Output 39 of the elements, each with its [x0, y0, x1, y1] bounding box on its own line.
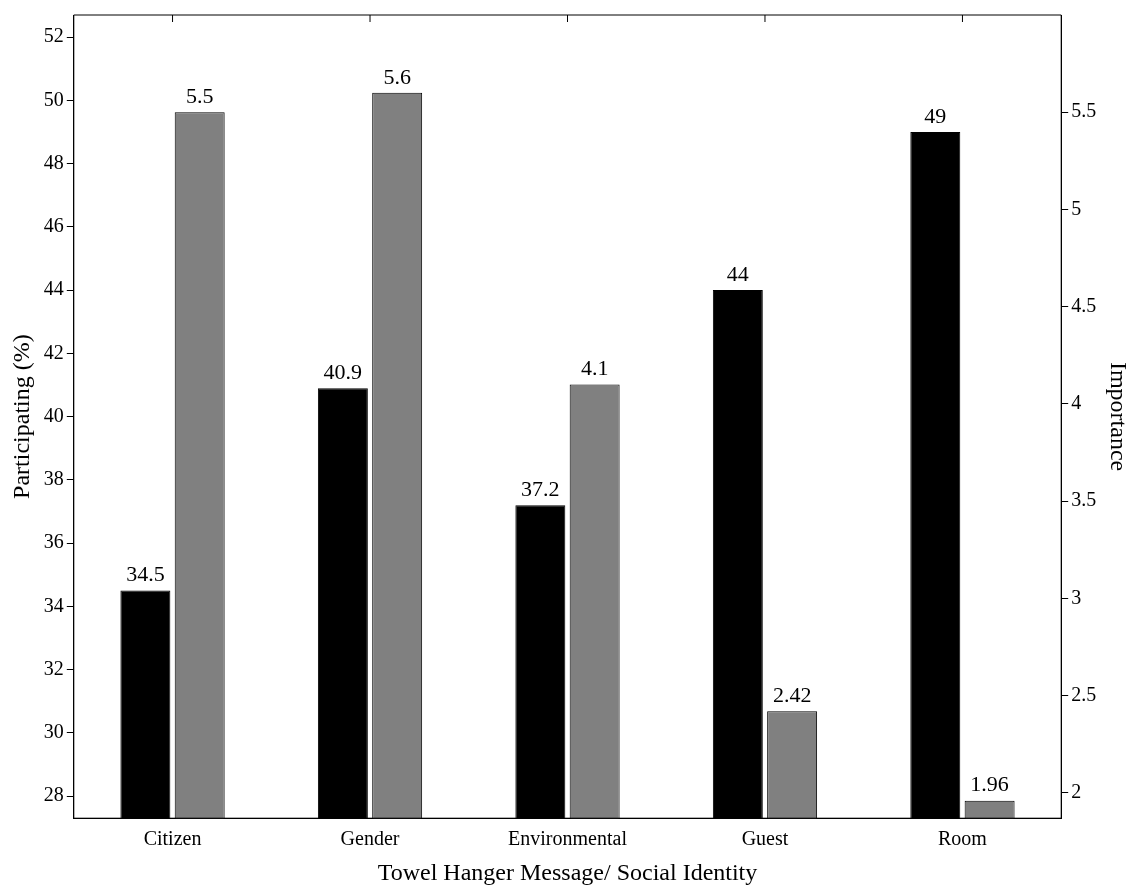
y-tick-label: 44 [43, 277, 64, 300]
x-tick-label: Gender [340, 827, 400, 850]
y2-tick-label: 5.5 [1071, 99, 1097, 122]
data-label: 44 [726, 260, 749, 286]
y2-tick-label: 4.5 [1071, 293, 1097, 316]
y2-tick-label: 5 [1071, 196, 1082, 219]
x-tick-label: Citizen [143, 827, 202, 850]
data-label: 4.1 [580, 355, 609, 381]
data-label: 5.5 [185, 83, 214, 109]
y2-tick-label: 2 [1071, 780, 1082, 803]
y2-tick-label: 4 [1071, 391, 1082, 414]
y-tick-label: 50 [43, 87, 64, 110]
y2-tick-label: 3 [1071, 585, 1082, 608]
y-tick-label: 32 [43, 656, 64, 679]
data-label: 40.9 [323, 358, 363, 384]
y-tick-label: 42 [43, 340, 64, 363]
y2-axis-title: Importance [1106, 361, 1133, 472]
data-label: 5.6 [383, 63, 411, 89]
data-label: 34.5 [126, 561, 165, 587]
y-tick-label: 48 [43, 150, 64, 173]
x-axis-title: Towel Hanger Message/ Social Identity [377, 858, 758, 885]
y-tick-label: 36 [43, 530, 64, 553]
y-tick-label: 52 [43, 24, 64, 47]
y-tick-label: 40 [43, 403, 64, 426]
y-tick-label: 34 [43, 593, 64, 616]
y-tick-label: 46 [43, 214, 64, 237]
y-tick-label: 28 [43, 783, 64, 806]
data-label: 2.42 [772, 682, 812, 708]
x-tick-label: Room [938, 827, 988, 850]
data-label: 49 [924, 102, 947, 128]
y-tick-label: 38 [43, 467, 64, 490]
y2-tick-label: 3.5 [1071, 488, 1097, 511]
y-tick-label: 30 [43, 720, 64, 743]
y2-tick-label: 2.5 [1071, 682, 1097, 705]
data-label: 1.96 [970, 771, 1009, 797]
data-label: 37.2 [521, 475, 560, 501]
y-axis-title: Participating (%) [7, 334, 34, 499]
x-tick-label: Guest [741, 827, 789, 850]
x-tick-label: Environmental [508, 827, 628, 850]
